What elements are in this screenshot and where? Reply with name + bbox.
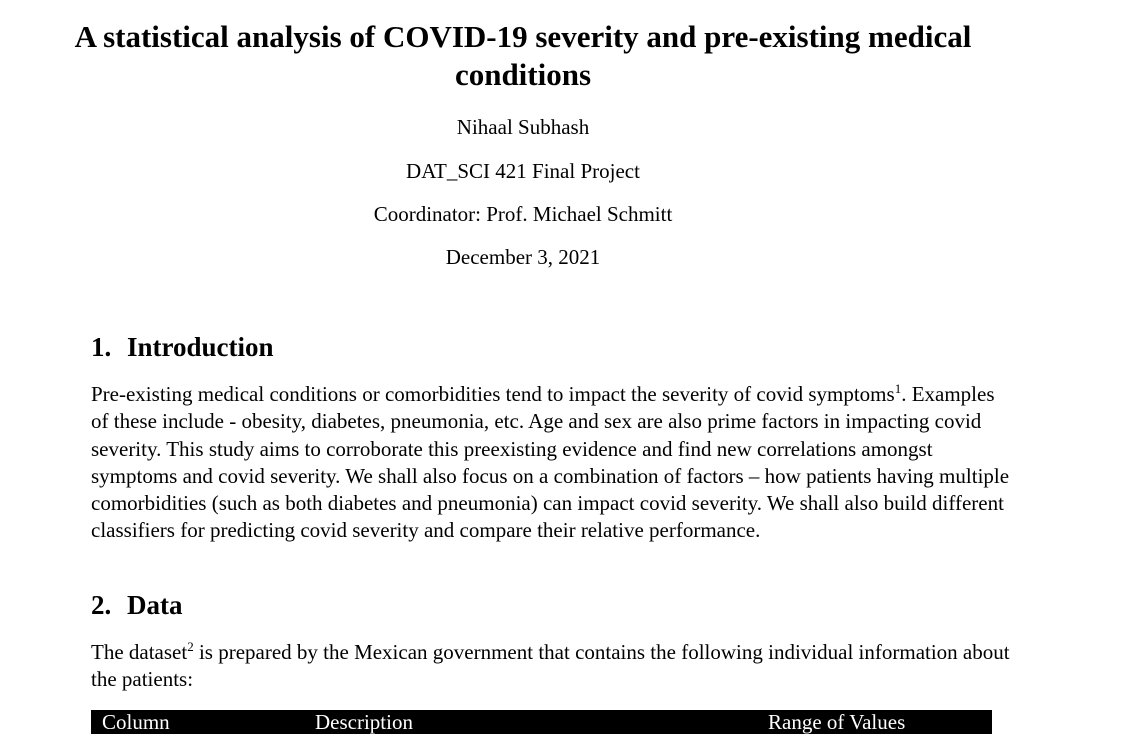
section-number: 1. <box>91 332 112 362</box>
table-header-description: Description <box>315 710 413 734</box>
author-name: Nihaal Subhash <box>456 115 590 139</box>
intro-text-part2: . Examples of these include - obesity, d… <box>91 382 1010 543</box>
data-text-part2: is prepared by the Mexican government th… <box>91 640 1010 692</box>
coordinator: Coordinator: Prof. Michael Schmitt <box>373 202 673 226</box>
data-text-part1: The dataset <box>91 640 188 664</box>
table-header-range: Range of Values <box>768 710 906 734</box>
section-number: 2. <box>91 590 112 620</box>
data-table-header: Column Description Range of Values <box>91 710 992 734</box>
paper-date: December 3, 2021 <box>445 245 601 269</box>
section-title: Data <box>127 590 183 620</box>
section-heading-introduction: 1. Introduction <box>91 331 274 363</box>
paper-title: A statistical analysis of COVID-19 sever… <box>74 19 972 92</box>
introduction-paragraph: Pre-existing medical conditions or comor… <box>91 381 1011 545</box>
course-name: DAT_SCI 421 Final Project <box>406 159 640 183</box>
table-header-column: Column <box>102 710 170 734</box>
footnote-ref-1[interactable]: 1 <box>894 381 902 396</box>
footnote-ref-2[interactable]: 2 <box>187 639 194 654</box>
section-heading-data: 2. Data <box>91 589 183 621</box>
data-paragraph: The dataset2 is prepared by the Mexican … <box>91 639 1011 694</box>
section-title: Introduction <box>127 332 274 362</box>
intro-text-part1: Pre-existing medical conditions or comor… <box>91 382 895 406</box>
